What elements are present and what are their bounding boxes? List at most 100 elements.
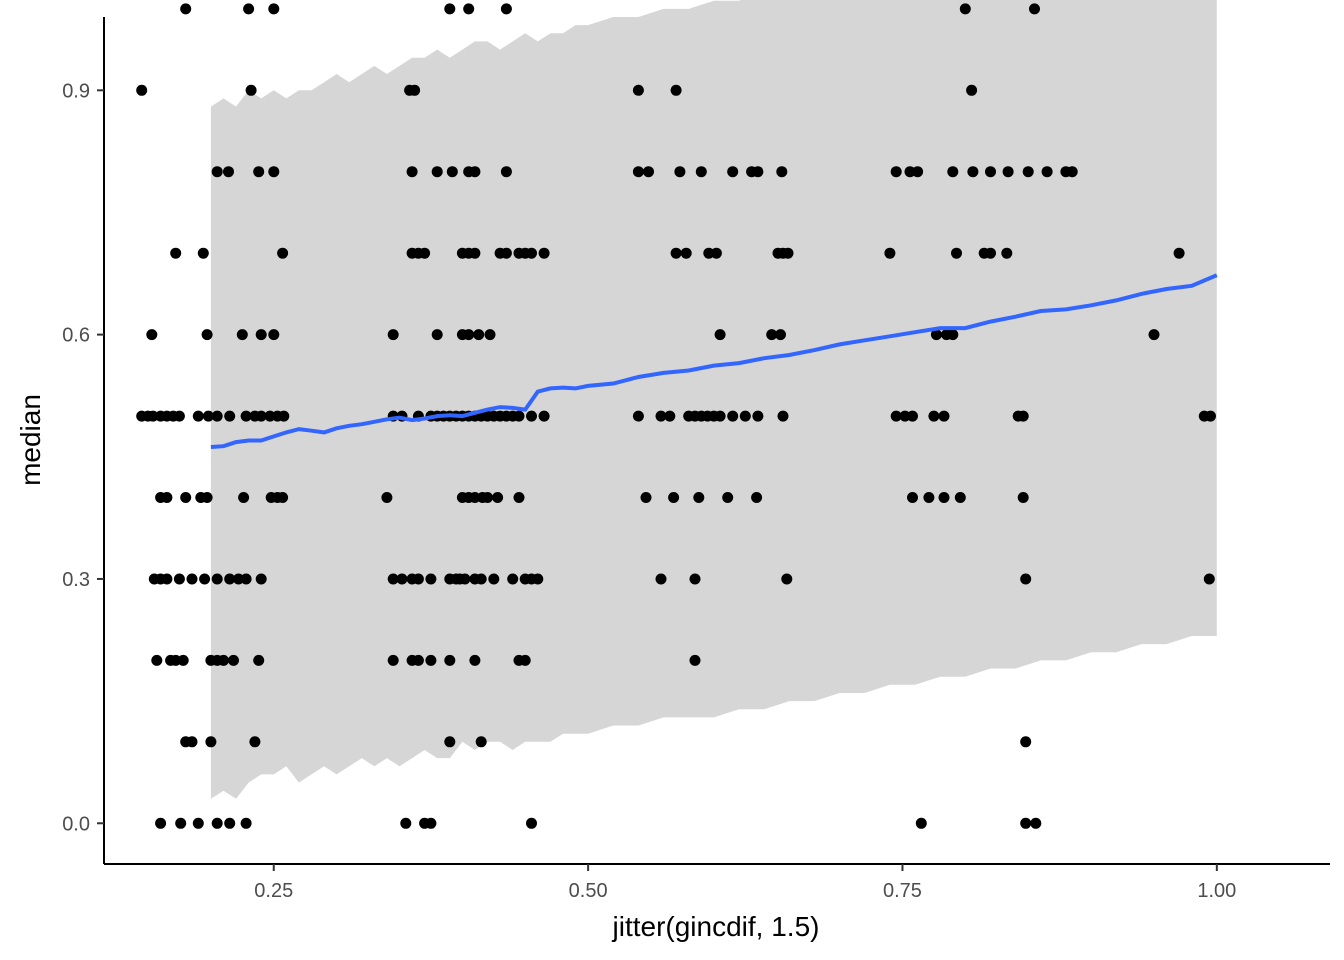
data-point: [538, 410, 550, 422]
data-point: [714, 410, 726, 422]
data-point: [655, 573, 667, 585]
data-point: [907, 492, 918, 503]
data-point: [890, 410, 902, 422]
data-point: [752, 166, 764, 178]
data-point: [218, 654, 229, 666]
smooth-line-layer: [210, 273, 1218, 449]
data-point: [431, 329, 443, 341]
data-point: [519, 654, 531, 666]
x-axis-title: jitter(gincdif, 1.5): [612, 911, 820, 942]
data-point: [782, 247, 794, 259]
data-point: [201, 329, 213, 341]
y-tick-label: 0.9: [62, 80, 90, 102]
data-point: [224, 410, 236, 422]
data-point: [526, 247, 537, 259]
data-point: [923, 492, 935, 503]
data-point: [211, 817, 223, 829]
data-point: [985, 166, 996, 178]
data-point: [985, 247, 996, 259]
y-tick-label: 0.6: [62, 325, 90, 347]
data-point: [766, 329, 778, 341]
data-point: [444, 3, 456, 15]
y-tick-label: 0.3: [62, 569, 90, 591]
data-point: [1017, 410, 1029, 422]
data-point: [664, 410, 676, 422]
data-point: [513, 492, 525, 503]
data-point: [500, 166, 512, 178]
data-point: [643, 166, 654, 178]
data-point: [640, 492, 652, 503]
data-point: [253, 166, 265, 178]
data-point: [236, 329, 248, 341]
data-point: [507, 573, 519, 585]
data-point: [668, 492, 680, 503]
data-point: [670, 84, 682, 96]
data-point: [655, 410, 667, 422]
data-point: [492, 492, 504, 503]
data-point: [277, 247, 289, 259]
data-point: [444, 654, 456, 666]
data-point: [245, 84, 257, 96]
data-point: [513, 410, 525, 422]
data-point: [387, 654, 399, 666]
data-point: [253, 654, 265, 666]
data-point: [224, 817, 236, 829]
data-point: [425, 654, 437, 666]
data-point: [419, 247, 431, 259]
data-point: [192, 817, 204, 829]
data-point: [1017, 492, 1029, 503]
data-point: [951, 247, 962, 259]
data-point: [915, 817, 927, 829]
data-point: [175, 817, 187, 829]
data-point: [469, 654, 481, 666]
data-point: [1029, 3, 1040, 15]
data-point: [412, 654, 424, 666]
data-point: [938, 492, 950, 503]
confidence-ribbon-layer: [210, 0, 1217, 799]
y-tick-label: 0.0: [62, 813, 90, 835]
data-point: [1020, 736, 1032, 748]
data-point: [526, 817, 537, 829]
data-point: [431, 166, 443, 178]
data-point: [412, 573, 424, 585]
data-point: [173, 573, 185, 585]
data-point: [938, 410, 950, 422]
data-point: [689, 573, 701, 585]
data-point: [199, 573, 211, 585]
data-point: [238, 492, 250, 503]
data-point: [632, 166, 644, 178]
data-point: [1173, 247, 1185, 259]
data-point: [161, 573, 173, 585]
data-point: [249, 736, 261, 748]
data-point: [201, 492, 213, 503]
data-point: [469, 247, 481, 259]
y-axis-title: median: [15, 394, 46, 486]
data-point: [727, 166, 739, 178]
data-point: [469, 492, 481, 503]
data-point: [147, 410, 159, 422]
data-point: [1022, 166, 1034, 178]
data-point: [180, 3, 192, 15]
data-point: [186, 573, 198, 585]
data-point: [930, 329, 942, 341]
smooth-line: [210, 273, 1218, 449]
data-point: [1002, 166, 1014, 178]
x-tick-label: 0.25: [254, 880, 293, 902]
data-point: [268, 3, 280, 15]
data-point: [538, 247, 550, 259]
data-point: [205, 736, 217, 748]
data-point: [180, 492, 192, 503]
data-point: [136, 84, 148, 96]
data-point: [693, 492, 705, 503]
data-point: [268, 329, 280, 341]
data-point: [947, 166, 959, 178]
data-point: [488, 573, 500, 585]
data-point: [500, 247, 512, 259]
data-point: [752, 410, 764, 422]
data-point: [469, 166, 481, 178]
confidence-ribbon: [210, 0, 1217, 799]
data-point: [463, 3, 475, 15]
data-point: [192, 410, 204, 422]
data-point: [632, 410, 644, 422]
data-point: [409, 84, 421, 96]
